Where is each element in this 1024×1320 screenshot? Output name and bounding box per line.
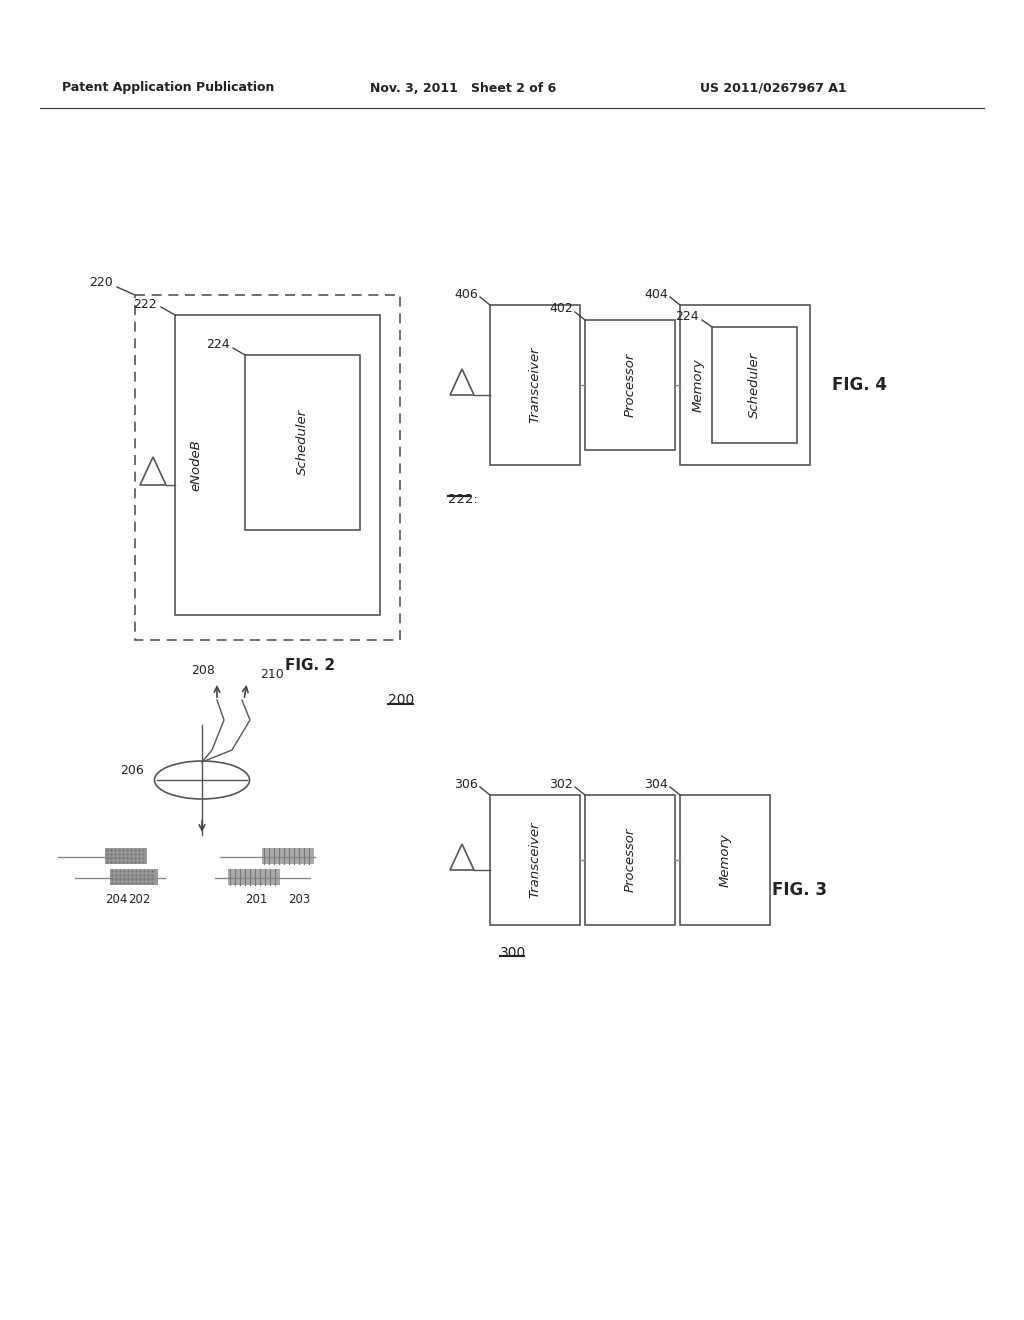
- Text: 208: 208: [191, 664, 215, 676]
- Bar: [110, 869, 158, 884]
- Text: FIG. 2: FIG. 2: [285, 657, 335, 672]
- Text: 222:: 222:: [449, 492, 478, 506]
- Text: 404: 404: [644, 288, 668, 301]
- Text: 304: 304: [644, 777, 668, 791]
- Bar: [262, 847, 314, 865]
- Text: 224: 224: [676, 310, 699, 323]
- Text: 300: 300: [500, 946, 526, 960]
- Text: Memory: Memory: [719, 833, 731, 887]
- Text: Scheduler: Scheduler: [296, 409, 308, 475]
- FancyBboxPatch shape: [135, 294, 400, 640]
- Text: US 2011/0267967 A1: US 2011/0267967 A1: [700, 82, 847, 95]
- Text: 402: 402: [549, 302, 573, 315]
- Text: 406: 406: [455, 288, 478, 301]
- Text: Transceiver: Transceiver: [528, 347, 542, 424]
- Text: 220: 220: [89, 276, 113, 289]
- Text: eNodeB: eNodeB: [189, 440, 203, 491]
- Bar: [245, 355, 360, 531]
- Text: 204: 204: [105, 894, 127, 906]
- Text: Patent Application Publication: Patent Application Publication: [62, 82, 274, 95]
- Text: Transceiver: Transceiver: [528, 822, 542, 898]
- Bar: [105, 847, 147, 865]
- Text: 203: 203: [288, 894, 310, 906]
- Bar: [490, 795, 580, 925]
- Bar: [175, 315, 380, 615]
- Text: Scheduler: Scheduler: [748, 352, 761, 418]
- Text: Memory: Memory: [691, 358, 705, 412]
- Bar: [228, 869, 280, 884]
- Text: FIG. 4: FIG. 4: [833, 376, 888, 393]
- Bar: [680, 305, 810, 465]
- Text: 206: 206: [120, 763, 144, 776]
- Text: Processor: Processor: [624, 828, 637, 892]
- Text: Nov. 3, 2011   Sheet 2 of 6: Nov. 3, 2011 Sheet 2 of 6: [370, 82, 556, 95]
- Text: Processor: Processor: [624, 352, 637, 417]
- Bar: [490, 305, 580, 465]
- Text: FIG. 3: FIG. 3: [772, 880, 827, 899]
- Text: 224: 224: [207, 338, 230, 351]
- Bar: [585, 319, 675, 450]
- Text: 302: 302: [549, 777, 573, 791]
- Text: 202: 202: [128, 894, 151, 906]
- Text: 201: 201: [245, 894, 267, 906]
- Text: 210: 210: [260, 668, 284, 681]
- Text: 306: 306: [455, 777, 478, 791]
- Text: 200: 200: [388, 693, 415, 708]
- Text: 222: 222: [133, 297, 157, 310]
- Bar: [680, 795, 770, 925]
- Bar: [585, 795, 675, 925]
- Bar: [712, 327, 797, 444]
